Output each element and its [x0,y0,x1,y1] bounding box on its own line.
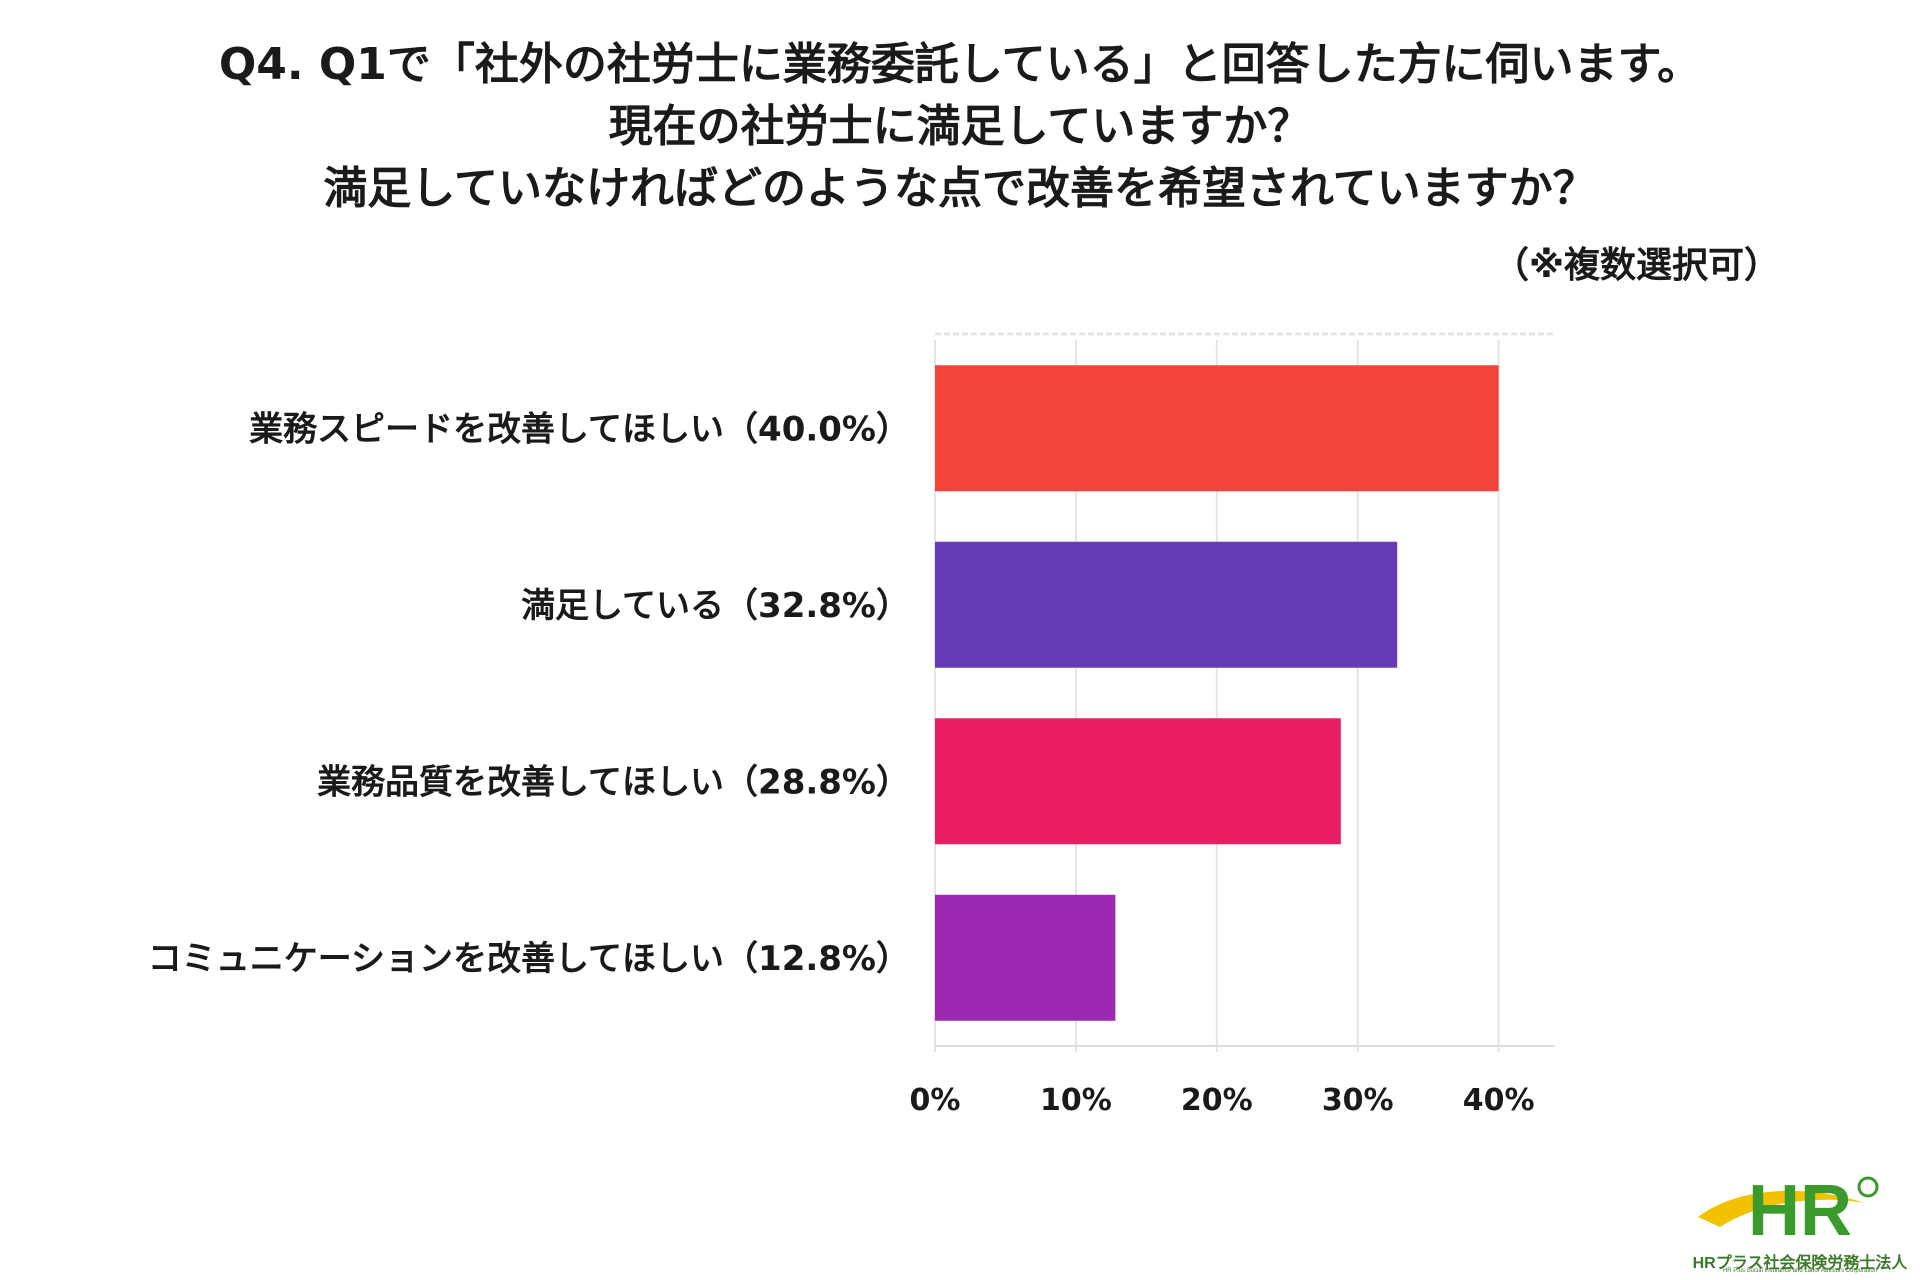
chart-title: Q4. Q1で「社外の社労士に業務委託している」と回答した方に伺います。 現在の… [0,34,1920,220]
category-label: コミュニケーションを改善してほしい（12.8%） [148,939,910,979]
category-label: 業務スピードを改善してほしい（40.0%） [249,409,910,449]
bar [935,894,1116,1021]
bar [935,718,1341,845]
bar [935,541,1398,668]
title-line-1: Q4. Q1で「社外の社労士に業務委託している」と回答した方に伺います。 [218,39,1702,90]
logo-swoosh [1698,1190,1865,1227]
logo-mark: HR [1748,1171,1852,1251]
x-tick-label: 40% [1463,1083,1535,1118]
company-logo: HR HRプラス社会保険労務士法人 HR Plus Social Insuran… [1690,1165,1910,1275]
x-tick-label: 0% [910,1083,961,1118]
logo-plus-circle [1857,1176,1879,1198]
x-tick-label: 10% [1040,1083,1112,1118]
logo-company-name: HRプラス社会保険労務士法人 [1692,1255,1908,1272]
logo-company-subname: HR Plus Social Insurance and Labor Advis… [1722,1268,1878,1274]
hr-logo-icon: HR [1698,1171,1879,1251]
bar [935,365,1499,492]
multiple-choice-note: （※複数選択可） [1493,245,1780,286]
title-line-2: 現在の社労士に満足していますか？ [608,101,1312,152]
x-tick-label: 30% [1322,1083,1394,1118]
category-label: 業務品質を改善してほしい（28.8%） [317,762,910,802]
category-label: 満足している（32.8%） [521,586,910,626]
x-tick-label: 20% [1181,1083,1253,1118]
title-line-3: 満足していなければどのような点で改善を希望されていますか？ [323,163,1597,214]
